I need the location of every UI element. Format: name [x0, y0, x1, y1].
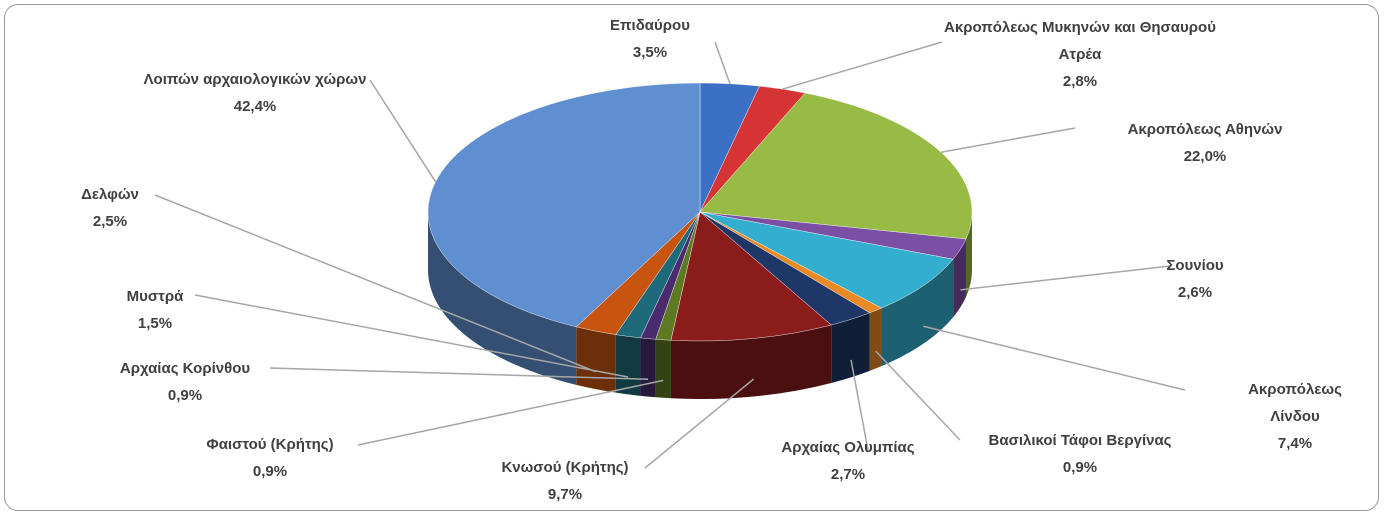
data-label: Κνωσού (Κρήτης) 9,7% — [501, 454, 628, 508]
slice-side — [869, 308, 882, 371]
leader-line — [960, 265, 1171, 291]
leader-line — [369, 79, 437, 183]
slice-name: Επιδαύρου — [610, 17, 690, 34]
slice-name: Αρχαίας Ολυμπίας — [781, 439, 915, 456]
slice-side — [831, 312, 870, 383]
slice-side — [640, 337, 656, 398]
slice-name: Μυστρά — [126, 288, 184, 305]
slice-value: 2,6% — [1177, 284, 1213, 301]
leader-line — [850, 359, 869, 451]
leader-line — [357, 379, 664, 446]
leader-line — [940, 127, 1076, 153]
data-label: Φαιστού (Κρήτης) 0,9% — [206, 431, 333, 485]
data-label: Αρχαίας Ολυμπίας 2,7% — [781, 434, 914, 488]
slice-name: Ακροπόλεως Αθηνών — [1127, 121, 1283, 138]
data-label: Δελφών 2,5% — [81, 181, 139, 235]
slice-side — [615, 334, 641, 396]
leader-line — [923, 325, 1186, 391]
leader-line — [269, 367, 649, 380]
slice-name: Αρχαίας Κορίνθου — [119, 360, 251, 377]
slice-value: 0,9% — [252, 463, 288, 480]
leader-line — [194, 294, 629, 378]
data-label: Μυστρά 1,5% — [127, 283, 184, 337]
slice-value: 2,7% — [830, 466, 866, 483]
slice — [670, 211, 832, 342]
leader-line — [782, 41, 943, 90]
chart-frame — [4, 4, 1379, 511]
slice-name: Κνωσού (Κρήτης) — [501, 459, 629, 476]
data-label: Επιδαύρου 3,5% — [610, 12, 690, 66]
leader-line — [644, 378, 755, 469]
slice-value: 9,7% — [547, 486, 583, 503]
slice-side — [965, 212, 972, 298]
slice-name: Λοιπών αρχαιολογικών χώρων — [143, 71, 367, 88]
slice-name: Ακροπόλεως Λίνδου — [1248, 381, 1342, 425]
slice-value: 0,9% — [1062, 459, 1098, 476]
data-label: Αρχαίας Κορίνθου 0,9% — [120, 355, 250, 409]
slice-side — [576, 326, 616, 393]
slice-side — [670, 324, 832, 399]
slice-name: Δελφών — [81, 186, 139, 203]
slice-value: 22,0% — [1183, 148, 1227, 165]
leader-line — [714, 41, 731, 85]
slice-name: Φαιστού (Κρήτης) — [206, 436, 334, 453]
slice-name: Σουνίου — [1166, 257, 1224, 274]
data-label: Ακροπόλεως Λίνδου 7,4% — [1248, 376, 1342, 457]
slice-value: 2,5% — [92, 213, 128, 230]
leader-line — [875, 350, 961, 441]
slice — [427, 82, 701, 328]
slice-name: Ακροπόλεως Μυκηνών και Θησαυρού Ατρέα — [944, 19, 1216, 63]
slice-value: 0,9% — [167, 387, 203, 404]
slice-value: 1,5% — [137, 315, 173, 332]
data-label: Λοιπών αρχαιολογικών χώρων 42,4% — [144, 66, 367, 120]
slice-name: Βασιλικοί Τάφοι Βεργίνας — [988, 432, 1172, 449]
slice-value: 42,4% — [233, 98, 277, 115]
slice-side — [655, 339, 671, 399]
slice-value: 7,4% — [1277, 435, 1313, 452]
slice — [699, 211, 954, 309]
data-label: Βασιλικοί Τάφοι Βεργίνας 0,9% — [989, 427, 1172, 481]
slice-value: 2,8% — [1062, 73, 1098, 90]
data-label: Ακροπόλεως Αθηνών 22,0% — [1128, 116, 1283, 170]
data-label: Ακροπόλεως Μυκηνών και Θησαυρού Ατρέα 2,8… — [940, 14, 1220, 95]
slice-side — [881, 259, 954, 367]
slice-side — [953, 239, 966, 318]
leader-line — [154, 194, 596, 373]
data-label: Σουνίου 2,6% — [1166, 252, 1223, 306]
slice-value: 3,5% — [632, 44, 668, 61]
slice-side — [428, 212, 577, 385]
